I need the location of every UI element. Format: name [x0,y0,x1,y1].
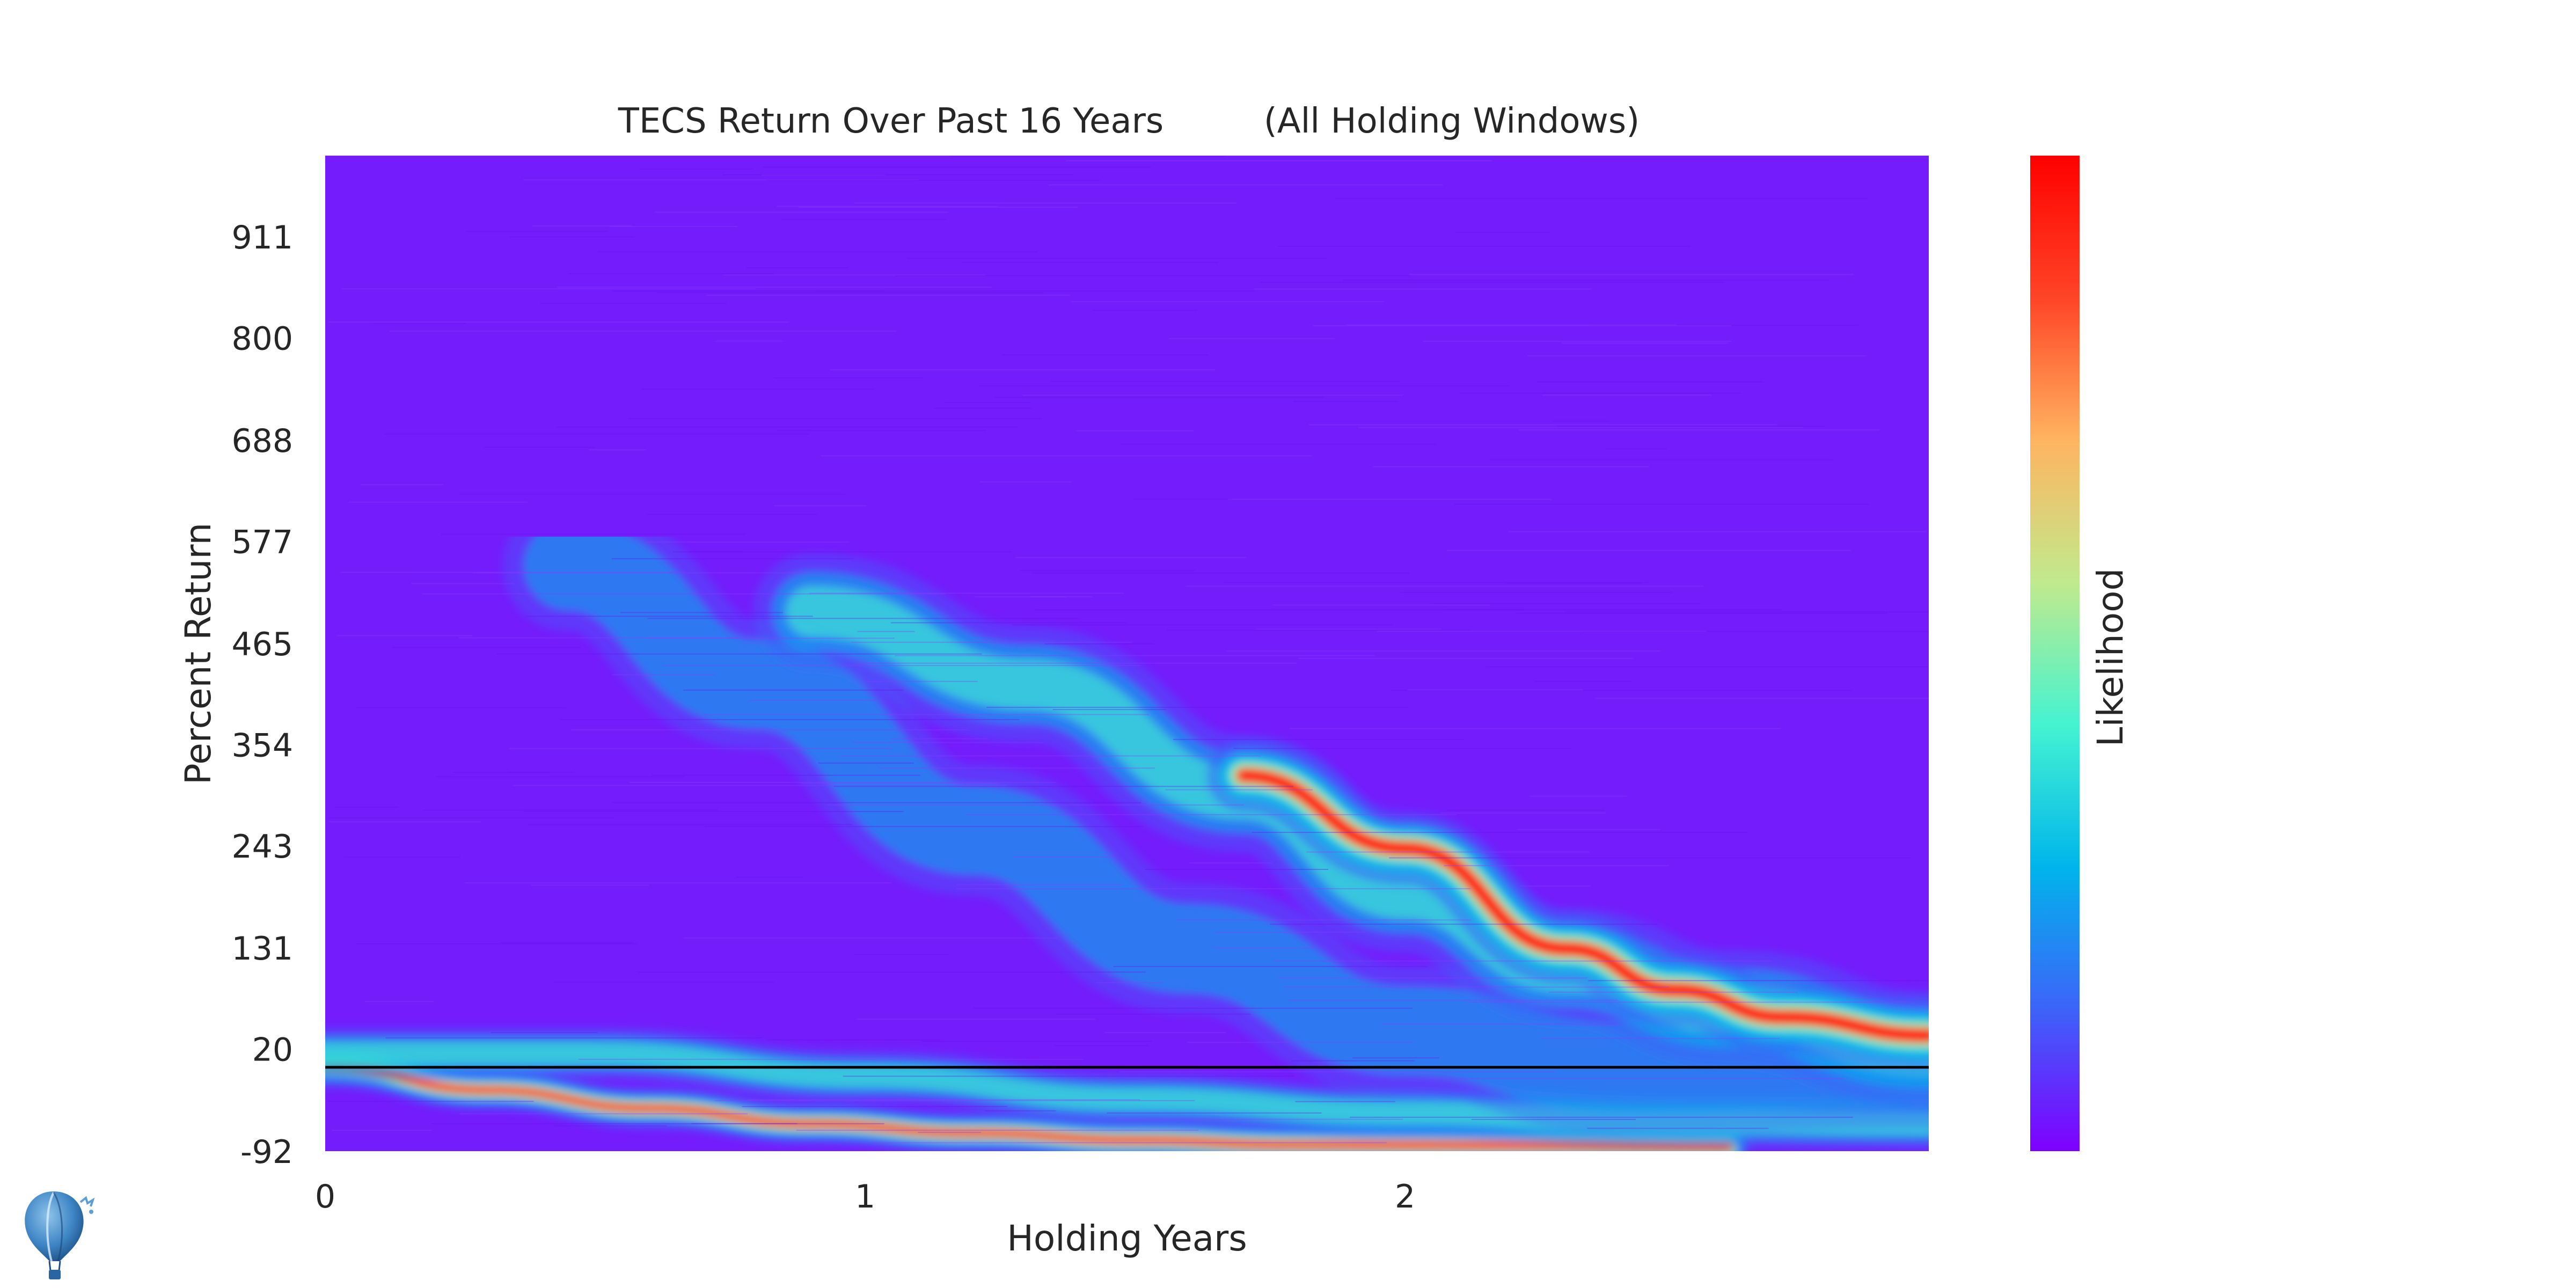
colorbar-gradient [2030,156,2080,1151]
x-tick-label: 1 [855,1178,875,1216]
x-axis-ticks: 0 1 2 [315,1178,1415,1216]
y-tick-label: 577 [231,524,293,561]
x-axis-label: Holding Years [1007,1218,1247,1259]
y-tick-label: 20 [252,1031,293,1069]
y-tick-label: 911 [231,219,293,257]
x-tick-label: 0 [315,1178,335,1216]
chart-title: TECS Return Over Past 16 Years [618,101,1164,141]
band-main-layer-5 [325,1064,1732,1151]
colorbar-label: Likelihood [2090,568,2131,747]
colorbar: Likelihood [2030,156,2131,1151]
y-tick-label: 800 [231,320,293,358]
hot-air-balloon-logo [25,1191,95,1279]
y-tick-label: 465 [231,626,293,663]
y-tick-label: 354 [231,727,293,764]
y-axis-ticks: -92 20 131 243 354 465 577 688 800 911 [231,219,293,1171]
band-b3-layer-5 [1238,770,1929,1041]
y-tick-label: 243 [231,828,293,866]
band-main [325,1046,1750,1151]
chart-subtitle: (All Holding Windows) [1264,101,1640,141]
y-tick-label: 131 [231,930,293,968]
y-tick-label: 688 [231,422,293,460]
y-tick-label: -92 [240,1133,293,1171]
plot-area [325,156,1929,1151]
y-axis-label: Percent Return [178,523,219,785]
band-b3 [1206,739,1929,1072]
x-tick-label: 2 [1395,1178,1415,1216]
